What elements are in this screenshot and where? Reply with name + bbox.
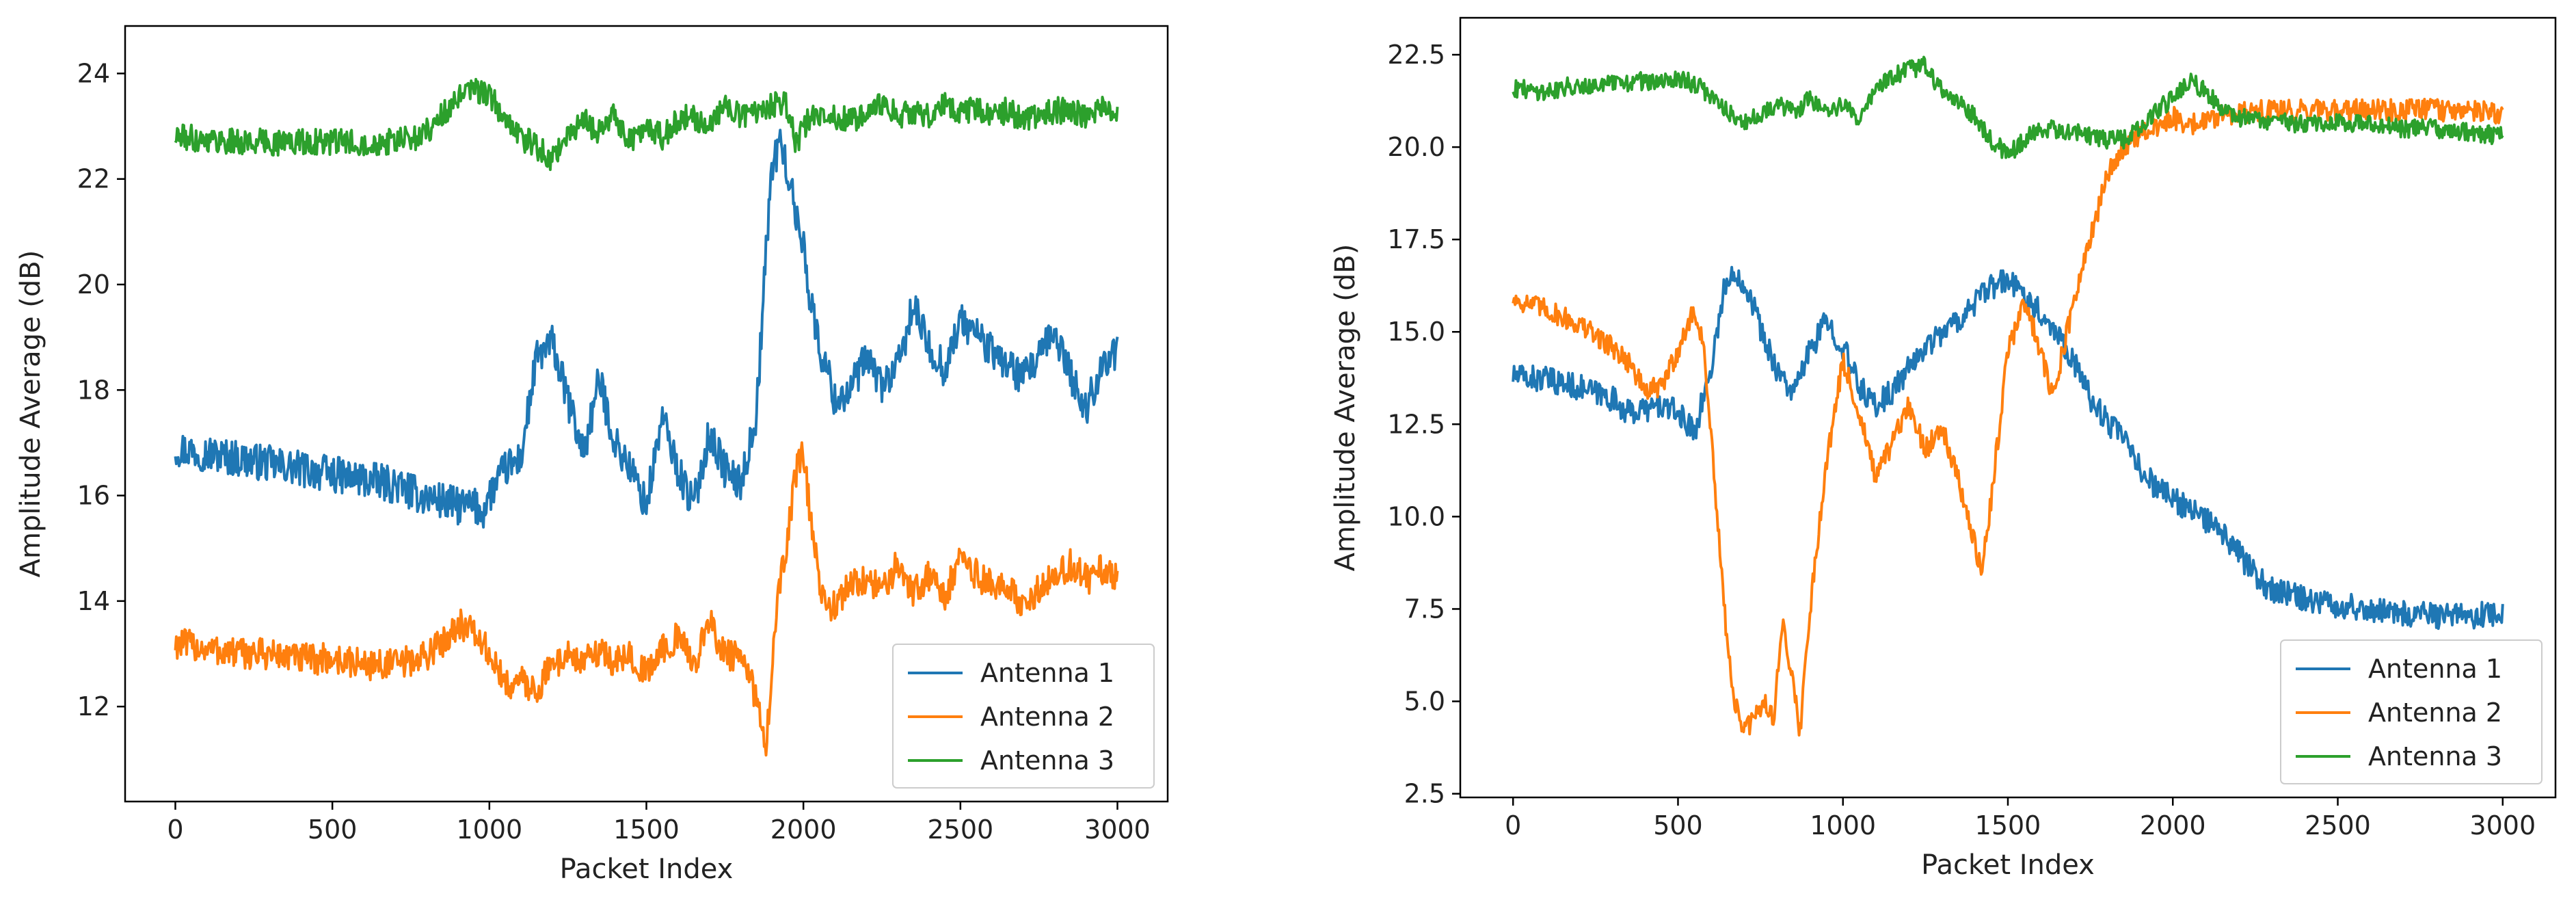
series-lines: [174, 77, 1119, 757]
x-tick-label: 2500: [927, 815, 993, 845]
left-chart-panel: 0 500 1000 1500 2000 2500 3000 12 14 16 18 20 22 24 Pa…: [15, 25, 1169, 885]
series-line-antenna-2: [174, 441, 1119, 757]
x-tick-label: 0: [1505, 810, 1521, 841]
y-axis-label: Amplitude Average (dB): [1330, 244, 1361, 572]
legend: Antenna 1 Antenna 2 Antenna 3: [892, 644, 1155, 789]
legend-entry-label: Antenna 3: [980, 745, 1114, 776]
legend-entry-label: Antenna 2: [980, 702, 1114, 732]
y-tick-label: 12: [77, 691, 110, 722]
y-tick-label: 15.0: [1387, 317, 1445, 347]
x-axis-label: Packet Index: [560, 854, 734, 885]
y-tick-label: 24: [77, 58, 110, 88]
y-tick-label: 16: [77, 481, 110, 511]
y-tick-label: 7.5: [1404, 594, 1445, 624]
y-tick-label: 10.0: [1387, 501, 1445, 531]
x-tick-label: 1000: [1810, 810, 1876, 841]
x-tick-label: 2000: [770, 815, 837, 845]
legend-box: [892, 644, 1155, 789]
series-line-antenna-3: [1512, 55, 2504, 159]
y-tick-label: 17.5: [1387, 224, 1445, 254]
y-tick-label: 22.5: [1387, 40, 1445, 70]
legend: Antenna 1 Antenna 2 Antenna 3: [2280, 639, 2543, 784]
y-tick-label: 20: [77, 269, 110, 300]
y-tick-label: 22: [77, 164, 110, 194]
legend-box: [2280, 639, 2543, 784]
x-tick-label: 2500: [2305, 810, 2371, 841]
y-tick-label: 12.5: [1387, 409, 1445, 439]
y-tick-label: 5.0: [1404, 687, 1445, 717]
x-tick-label: 1500: [1975, 810, 2041, 841]
legend-entry-label: Antenna 1: [2368, 654, 2502, 684]
x-tick-label: 2000: [2140, 810, 2206, 841]
series-lines: [1512, 55, 2504, 737]
x-tick-label: 500: [308, 815, 358, 845]
series-line-antenna-2: [1512, 98, 2504, 737]
y-tick-label: 20.0: [1387, 132, 1445, 162]
x-tick-label: 500: [1653, 810, 1703, 841]
x-tick-label: 1000: [456, 815, 522, 845]
legend-entry-label: Antenna 2: [2368, 698, 2502, 728]
y-tick-label: 18: [77, 375, 110, 405]
y-axis-label: Amplitude Average (dB): [15, 250, 46, 578]
legend-entry-label: Antenna 1: [980, 658, 1114, 688]
series-line-antenna-3: [174, 77, 1119, 172]
right-chart-panel: 0 500 1000 1500 2000 2500 3000 2.5 5.0 7.5 10.0 12.…: [1330, 16, 2557, 881]
series-line-antenna-1: [1512, 265, 2504, 631]
series-line-antenna-1: [174, 129, 1119, 529]
y-tick-label: 2.5: [1404, 779, 1445, 809]
x-tick-label: 3000: [1084, 815, 1151, 845]
x-tick-label: 0: [167, 815, 183, 845]
legend-entry-label: Antenna 3: [2368, 741, 2502, 771]
y-tick-label: 14: [77, 586, 110, 616]
x-tick-label: 1500: [613, 815, 680, 845]
x-tick-label: 3000: [2469, 810, 2536, 841]
x-axis-label: Packet Index: [1921, 849, 2095, 881]
